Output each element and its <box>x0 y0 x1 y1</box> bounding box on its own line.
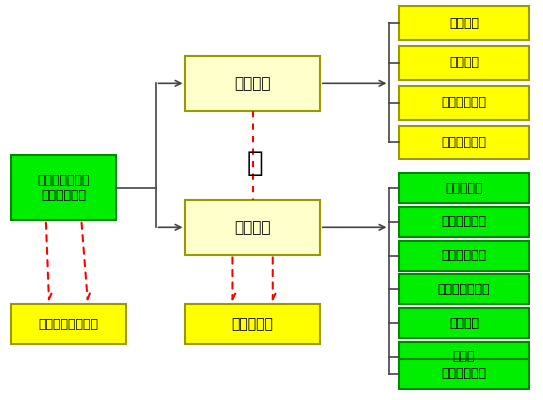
Bar <box>399 342 529 372</box>
Text: 现金流出: 现金流出 <box>235 220 271 235</box>
Text: 借款利息支付: 借款利息支付 <box>441 249 487 262</box>
Text: 补贴划入: 补贴划入 <box>449 56 479 70</box>
Bar <box>399 207 529 237</box>
Bar <box>399 126 529 159</box>
Text: 回收流动资产: 回收流动资产 <box>441 136 487 149</box>
Bar <box>399 359 529 389</box>
Text: 营业税金及附加: 营业税金及附加 <box>438 283 490 296</box>
Bar <box>399 274 529 304</box>
Bar <box>11 155 116 220</box>
Text: 经营成本: 经营成本 <box>449 317 479 330</box>
Text: 维持运营投资: 维持运营投资 <box>441 367 487 380</box>
Text: 借款本金偿还: 借款本金偿还 <box>441 215 487 228</box>
Bar <box>11 304 126 344</box>
Text: 营业流入: 营业流入 <box>449 17 479 30</box>
Text: 净现金流量: 净现金流量 <box>232 317 274 331</box>
Bar <box>399 308 529 338</box>
Text: 减: 减 <box>247 149 263 177</box>
Bar <box>186 304 320 344</box>
Bar <box>399 86 529 120</box>
Bar <box>399 173 529 203</box>
Text: 资本金内部收益率: 资本金内部收益率 <box>39 318 98 331</box>
Bar <box>399 241 529 270</box>
Bar <box>186 200 320 255</box>
Text: 项目资本金: 项目资本金 <box>445 182 483 194</box>
Bar <box>186 56 320 111</box>
Text: 所得税: 所得税 <box>453 350 475 364</box>
Bar <box>399 46 529 80</box>
Text: 现金流入: 现金流入 <box>235 76 271 91</box>
Bar <box>399 6 529 40</box>
Text: 项目资本金现金
流量估算体系: 项目资本金现金 流量估算体系 <box>37 174 90 202</box>
Text: 回收固定资产: 回收固定资产 <box>441 96 487 109</box>
